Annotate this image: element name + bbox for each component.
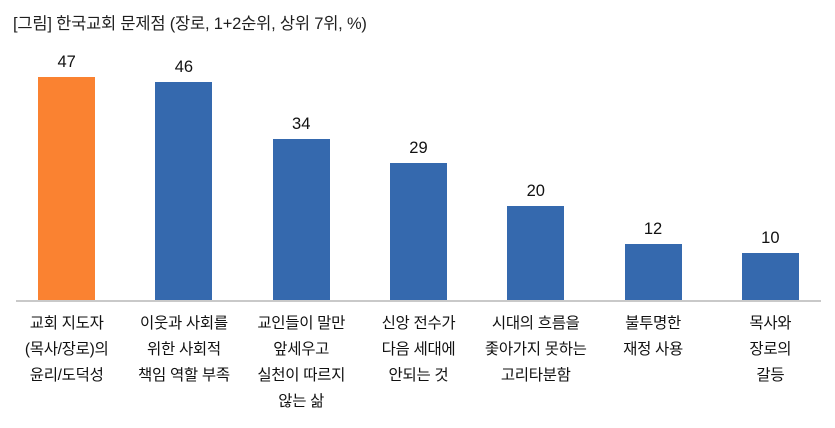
category-label-text: 목사와 장로의 갈등	[749, 315, 792, 384]
category-label: 신앙 전수가 다음 세대에 안되는 것	[360, 311, 477, 415]
bar-value-label: 20	[526, 181, 545, 200]
bar	[624, 244, 682, 301]
category-label-text: 불투명한 재정 사용	[623, 315, 683, 358]
chart-title: [그림] 한국교회 문제점 (장로, 1+2순위, 상위 7위, %)	[13, 15, 367, 33]
category-label: 이웃과 사회를 위한 사회적 책임 역할 부족	[125, 311, 242, 415]
category-label: 교회 지도자 (목사/장로)의 윤리/도덕성	[8, 311, 125, 415]
bar	[155, 82, 213, 301]
bar-value-label: 46	[174, 57, 194, 76]
bar-group: 29	[360, 0, 477, 301]
plot-area: 47 46 34 29 20 12 10	[8, 0, 829, 301]
bar-group: 20	[477, 0, 594, 301]
bar-group: 10	[712, 0, 829, 301]
category-label-text: 교인들이 말만 앞세우고 실천이 따르지 않는 삶	[257, 315, 346, 410]
bar	[389, 163, 447, 301]
bar-value-label: 29	[409, 138, 428, 157]
bar-group: 34	[243, 0, 360, 301]
category-labels-row: 교회 지도자 (목사/장로)의 윤리/도덕성 이웃과 사회를 위한 사회적 책임…	[8, 311, 829, 415]
bar-group: 12	[594, 0, 711, 301]
category-label-text: 시대의 흐름을 좇아가지 못하는 고리타분함	[484, 315, 587, 384]
category-label-text: 이웃과 사회를 위한 사회적 책임 역할 부족	[138, 315, 230, 384]
category-label: 불투명한 재정 사용	[594, 311, 711, 415]
bar-value-label: 47	[57, 52, 76, 71]
bar-value-label: 34	[292, 114, 311, 133]
category-label: 시대의 흐름을 좇아가지 못하는 고리타분함	[477, 311, 594, 415]
category-label-text: 교회 지도자 (목사/장로)의 윤리/도덕성	[24, 315, 109, 384]
bar	[38, 77, 96, 301]
bar-value-label: 12	[643, 219, 663, 238]
category-label: 교인들이 말만 앞세우고 실천이 따르지 않는 삶	[243, 311, 360, 415]
x-axis-line	[16, 300, 821, 302]
bar	[741, 253, 799, 301]
category-label: 목사와 장로의 갈등	[712, 311, 829, 415]
bar-group: 46	[125, 0, 242, 301]
category-label-text: 신앙 전수가 다음 세대에 안되는 것	[381, 315, 456, 384]
bar-group: 47	[8, 0, 125, 301]
bar	[272, 139, 330, 301]
bar-value-label: 10	[761, 228, 780, 247]
bar	[507, 206, 565, 301]
